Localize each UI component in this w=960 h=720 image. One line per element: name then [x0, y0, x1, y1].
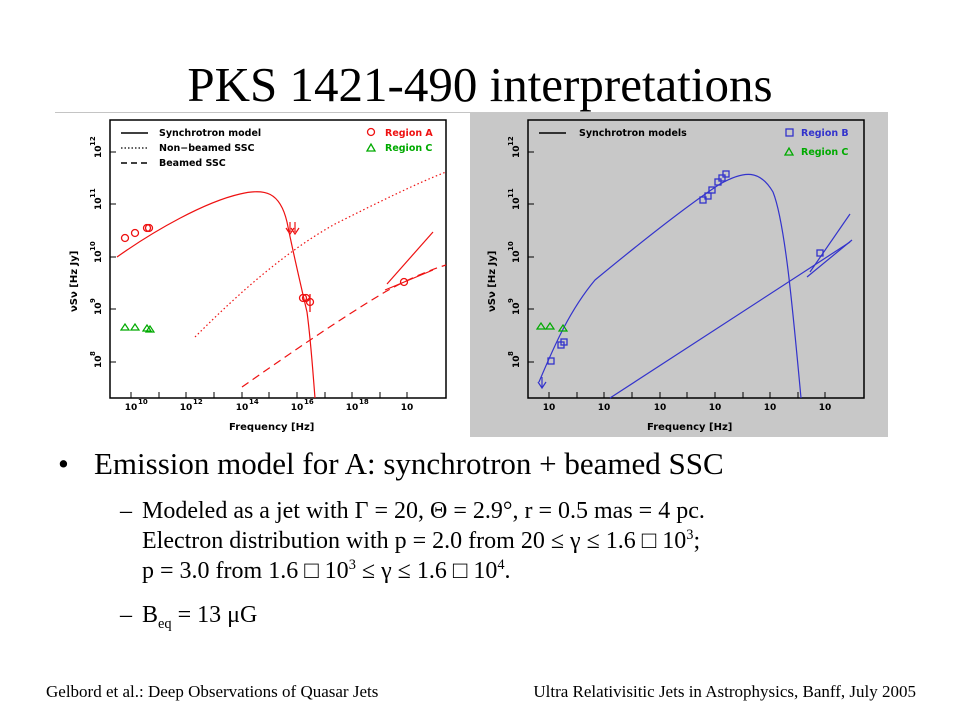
slide-title: PKS 1421-490 interpretations: [187, 57, 773, 112]
legend-region-b: Region B: [801, 128, 849, 139]
footer-right: Ultra Relativisitic Jets in Astrophysics…: [533, 682, 916, 701]
bullet-list: • Emission model for A: synchrotron + be…: [58, 444, 938, 632]
ytick-exp: 9: [507, 298, 515, 303]
field-subscript: eq: [158, 615, 172, 632]
bullet-text: Emission model for A: synchrotron + beam…: [94, 446, 724, 481]
xtick-exp: 14: [249, 398, 259, 406]
right-synchrotron-curve: [538, 173, 802, 399]
sub-bullet-model: – Modeled as a jet with Γ = 20, Θ = 2.9°…: [58, 496, 938, 586]
ytick-exp: 8: [507, 351, 515, 356]
sub-bullet-line1: Modeled as a jet with Γ = 20, Θ = 2.9°, …: [142, 498, 705, 524]
left-nonbeamed-ssc: [194, 171, 447, 338]
xtick-label: 10: [401, 403, 414, 413]
exponent: 3: [348, 557, 356, 573]
ytick-exp: 8: [89, 351, 97, 356]
xtick-exp: 12: [193, 398, 203, 406]
legend-region-c-right: Region C: [801, 147, 848, 158]
legend-region-c: Region C: [385, 143, 432, 154]
left-plot-frame: [109, 119, 447, 399]
right-xlabel: Frequency [Hz]: [647, 422, 732, 433]
xtick-exp: 16: [304, 398, 314, 406]
ytick-label: 10: [94, 250, 104, 263]
sub-bullet-line3-mid: ≤ γ ≤ 1.6 □ 10: [355, 558, 498, 584]
left-synchrotron-curve: [116, 191, 316, 399]
xtick-exp: 18: [359, 398, 369, 406]
ytick-label: 10: [94, 145, 104, 158]
legend-region-a: Region A: [385, 128, 433, 139]
sub-bullet-line3: p = 3.0 from 1.6 □ 10: [142, 558, 349, 584]
left-beamed-ssc: [241, 264, 447, 388]
xtick-label: 10: [543, 403, 556, 413]
sub-bullet-dash: –: [120, 602, 132, 628]
ytick-exp: 11: [89, 188, 97, 198]
right-panel-bg: [470, 112, 888, 437]
exponent: 3: [686, 527, 694, 543]
xtick-label: 10: [764, 403, 777, 413]
sub-bullet-line3-end: .: [504, 558, 511, 584]
ytick-exp: 10: [89, 241, 97, 251]
xtick-label: 10: [654, 403, 667, 413]
ytick-exp: 10: [507, 241, 515, 251]
ytick-label: 10: [512, 250, 522, 263]
sub-bullet-line2: Electron distribution with p = 2.0 from …: [142, 528, 687, 554]
sub-bullet-field: – Beq = 13 μG: [58, 600, 938, 632]
right-plot-frame: [527, 119, 865, 399]
ytick-label: 10: [94, 197, 104, 210]
legend-synchrotron: Synchrotron model: [159, 128, 261, 139]
xtick-label: 10: [236, 403, 249, 413]
left-ylabel: νSν [Hz Jy]: [69, 251, 80, 312]
xtick-label: 10: [709, 403, 722, 413]
ytick-exp: 12: [507, 136, 515, 146]
xtick-label: 10: [598, 403, 611, 413]
sub-bullet-line2-end: ;: [693, 528, 701, 554]
xtick-exp: 10: [138, 398, 148, 406]
legend-beamed: Beamed SSC: [159, 158, 226, 169]
ytick-exp: 12: [89, 136, 97, 146]
xtick-label: 10: [291, 403, 304, 413]
exponent: 4: [497, 557, 505, 573]
bullet-marker: •: [58, 446, 69, 481]
ytick-label: 10: [94, 302, 104, 315]
legend-synchrotron-models: Synchrotron models: [579, 128, 687, 139]
ytick-exp: 11: [507, 188, 515, 198]
bullet-item: • Emission model for A: synchrotron + be…: [58, 444, 938, 484]
right-synchrotron-line: [609, 241, 851, 399]
left-panel-bg: [55, 112, 470, 437]
field-value: = 13 μG: [171, 602, 258, 628]
xtick-label: 10: [346, 403, 359, 413]
footer-left: Gelbord et al.: Deep Observations of Qua…: [46, 682, 379, 701]
ytick-label: 10: [512, 355, 522, 368]
ytick-label: 10: [512, 302, 522, 315]
xtick-label: 10: [125, 403, 138, 413]
right-ylabel: νSν [Hz Jy]: [487, 251, 498, 312]
sed-figure: 10 10 10 10 10 10 10 12 14 16 18 10 10 1…: [55, 112, 888, 437]
left-xlabel: Frequency [Hz]: [229, 422, 314, 433]
legend-nonbeamed: Non−beamed SSC: [159, 143, 255, 154]
xtick-label: 10: [180, 403, 193, 413]
ytick-exp: 9: [89, 298, 97, 303]
sub-bullet-dash: –: [120, 498, 132, 524]
ytick-label: 10: [512, 145, 522, 158]
xtick-label: 10: [819, 403, 832, 413]
field-symbol: B: [142, 602, 159, 628]
ytick-label: 10: [94, 355, 104, 368]
ytick-label: 10: [512, 197, 522, 210]
